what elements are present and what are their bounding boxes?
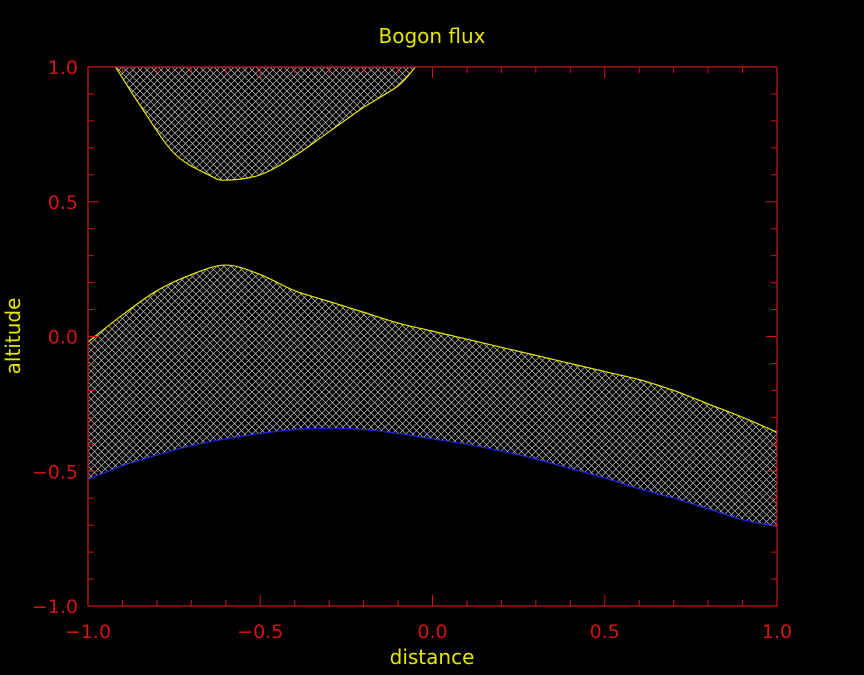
y-tick-label: −1.0 xyxy=(32,596,78,618)
x-tick-labels: −1.0 −0.5 0.0 0.5 1.0 xyxy=(65,621,792,643)
axis-ticks xyxy=(87,66,778,607)
y-tick-label: 0.0 xyxy=(48,327,78,349)
hatched-region-1 xyxy=(115,67,416,181)
chart-title: Bogon flux xyxy=(378,24,485,48)
x-tick-label: −0.5 xyxy=(237,621,283,643)
x-tick-label: −1.0 xyxy=(65,621,111,643)
region-2-upper-boundary xyxy=(87,264,778,433)
x-tick-label: 1.0 xyxy=(762,621,792,643)
x-tick-label: 0.0 xyxy=(417,621,447,643)
y-axis-label: altitude xyxy=(1,298,25,375)
hatched-region-2 xyxy=(88,265,777,527)
x-axis-label: distance xyxy=(390,645,475,669)
y-tick-labels: −1.0 −0.5 0.0 0.5 1.0 xyxy=(32,57,78,618)
x-tick-label: 0.5 xyxy=(590,621,620,643)
y-tick-label: 0.5 xyxy=(48,192,78,214)
y-tick-label: 1.0 xyxy=(48,57,78,79)
region-2-lower-boundary xyxy=(87,427,778,528)
hatched-regions xyxy=(88,67,777,527)
y-tick-label: −0.5 xyxy=(32,461,78,483)
region-1-lower-boundary xyxy=(115,66,416,181)
